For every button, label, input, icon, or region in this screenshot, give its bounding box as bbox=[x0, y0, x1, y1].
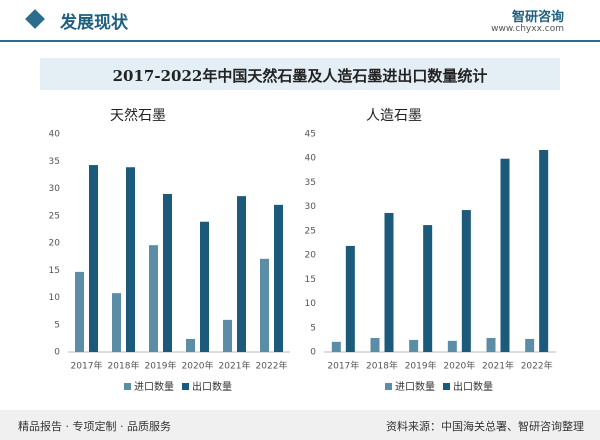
bar bbox=[447, 340, 457, 352]
y-tick-label: 10 bbox=[305, 299, 317, 309]
y-tick-label: 5 bbox=[310, 323, 316, 333]
bar bbox=[525, 338, 535, 352]
bar bbox=[500, 158, 510, 352]
y-tick-label: 0 bbox=[54, 348, 60, 358]
x-tick-label: 2019年 bbox=[145, 360, 177, 372]
bar bbox=[163, 193, 172, 352]
bar bbox=[89, 165, 98, 352]
footer-source: 资料来源：中国海关总署、智研咨询整理 bbox=[386, 420, 584, 433]
y-tick-label: 10 bbox=[49, 293, 61, 303]
y-tick-label: 35 bbox=[305, 178, 316, 188]
bar bbox=[486, 337, 496, 352]
x-tick-label: 2017年 bbox=[71, 360, 103, 372]
legend-label: 出口数量 bbox=[192, 380, 232, 393]
y-tick-label: 15 bbox=[49, 266, 60, 276]
legend-swatch bbox=[182, 383, 189, 390]
bar bbox=[539, 149, 549, 352]
charts: 天然石墨 0 5 10 15 20 25 30 35 40 2017年 2018年 2019年 2020年… bbox=[49, 107, 556, 393]
footer-slogan: 精品报告 · 专项定制 · 品质服务 bbox=[18, 420, 171, 433]
bar bbox=[186, 338, 195, 352]
bar bbox=[384, 212, 394, 352]
x-tick-label: 2022年 bbox=[521, 360, 553, 372]
legend-swatch bbox=[385, 383, 392, 390]
x-tick-label: 2017年 bbox=[327, 360, 359, 372]
header-title: 发展现状 bbox=[60, 13, 128, 33]
chart-title: 天然石墨 bbox=[110, 107, 166, 124]
y-tick-label: 25 bbox=[49, 211, 60, 221]
y-tick-label: 5 bbox=[54, 320, 60, 330]
bar bbox=[149, 245, 158, 352]
x-tick-label: 2022年 bbox=[256, 360, 288, 372]
bar bbox=[423, 225, 433, 352]
url: www.chyxx.com bbox=[491, 24, 564, 34]
y-tick-label: 25 bbox=[305, 226, 316, 236]
bar bbox=[75, 271, 84, 352]
x-tick-label: 2021年 bbox=[482, 360, 514, 372]
header: 发展现状 智研咨询 www.chyxx.com bbox=[0, 0, 600, 42]
logo: 智研咨询 bbox=[511, 10, 564, 25]
main-title: 2017-2022年中国天然石墨及人造石墨进出口数量统计 bbox=[112, 67, 488, 85]
legend-swatch bbox=[443, 383, 450, 390]
y-tick-label: 35 bbox=[49, 157, 60, 167]
y-tick-label: 30 bbox=[49, 184, 61, 194]
y-tick-label: 0 bbox=[310, 348, 316, 358]
legend-label: 出口数量 bbox=[453, 380, 493, 393]
x-tick-label: 2018年 bbox=[108, 360, 140, 372]
bar bbox=[237, 196, 246, 352]
bar bbox=[223, 319, 232, 352]
y-tick-label: 40 bbox=[49, 130, 61, 140]
chart-title: 人造石墨 bbox=[366, 108, 422, 124]
x-tick-label: 2020年 bbox=[443, 360, 475, 372]
x-tick-label: 2021年 bbox=[219, 360, 251, 372]
y-tick-label: 45 bbox=[305, 130, 316, 140]
bar bbox=[370, 337, 380, 352]
bar bbox=[200, 221, 209, 352]
bar bbox=[409, 339, 419, 352]
bar bbox=[345, 245, 355, 352]
bar bbox=[112, 293, 121, 352]
legend-swatch bbox=[124, 383, 131, 390]
y-tick-label: 20 bbox=[49, 239, 61, 249]
bar bbox=[274, 204, 283, 352]
x-tick-label: 2019年 bbox=[405, 360, 437, 372]
bar bbox=[260, 258, 269, 352]
x-tick-label: 2020年 bbox=[182, 360, 214, 372]
y-tick-label: 40 bbox=[305, 154, 317, 164]
legend-label: 进口数量 bbox=[134, 380, 174, 393]
bar bbox=[331, 341, 341, 352]
bar bbox=[461, 210, 471, 352]
footer: 精品报告 · 专项定制 · 品质服务 资料来源：中国海关总署、智研咨询整理 bbox=[0, 410, 600, 440]
legend-label: 进口数量 bbox=[395, 380, 435, 393]
bar bbox=[126, 167, 135, 352]
title-band: 2017-2022年中国天然石墨及人造石墨进出口数量统计 bbox=[40, 58, 560, 90]
x-tick-label: 2018年 bbox=[366, 360, 398, 372]
y-tick-label: 20 bbox=[305, 251, 317, 261]
y-tick-label: 30 bbox=[305, 202, 317, 212]
y-tick-label: 15 bbox=[305, 275, 316, 285]
